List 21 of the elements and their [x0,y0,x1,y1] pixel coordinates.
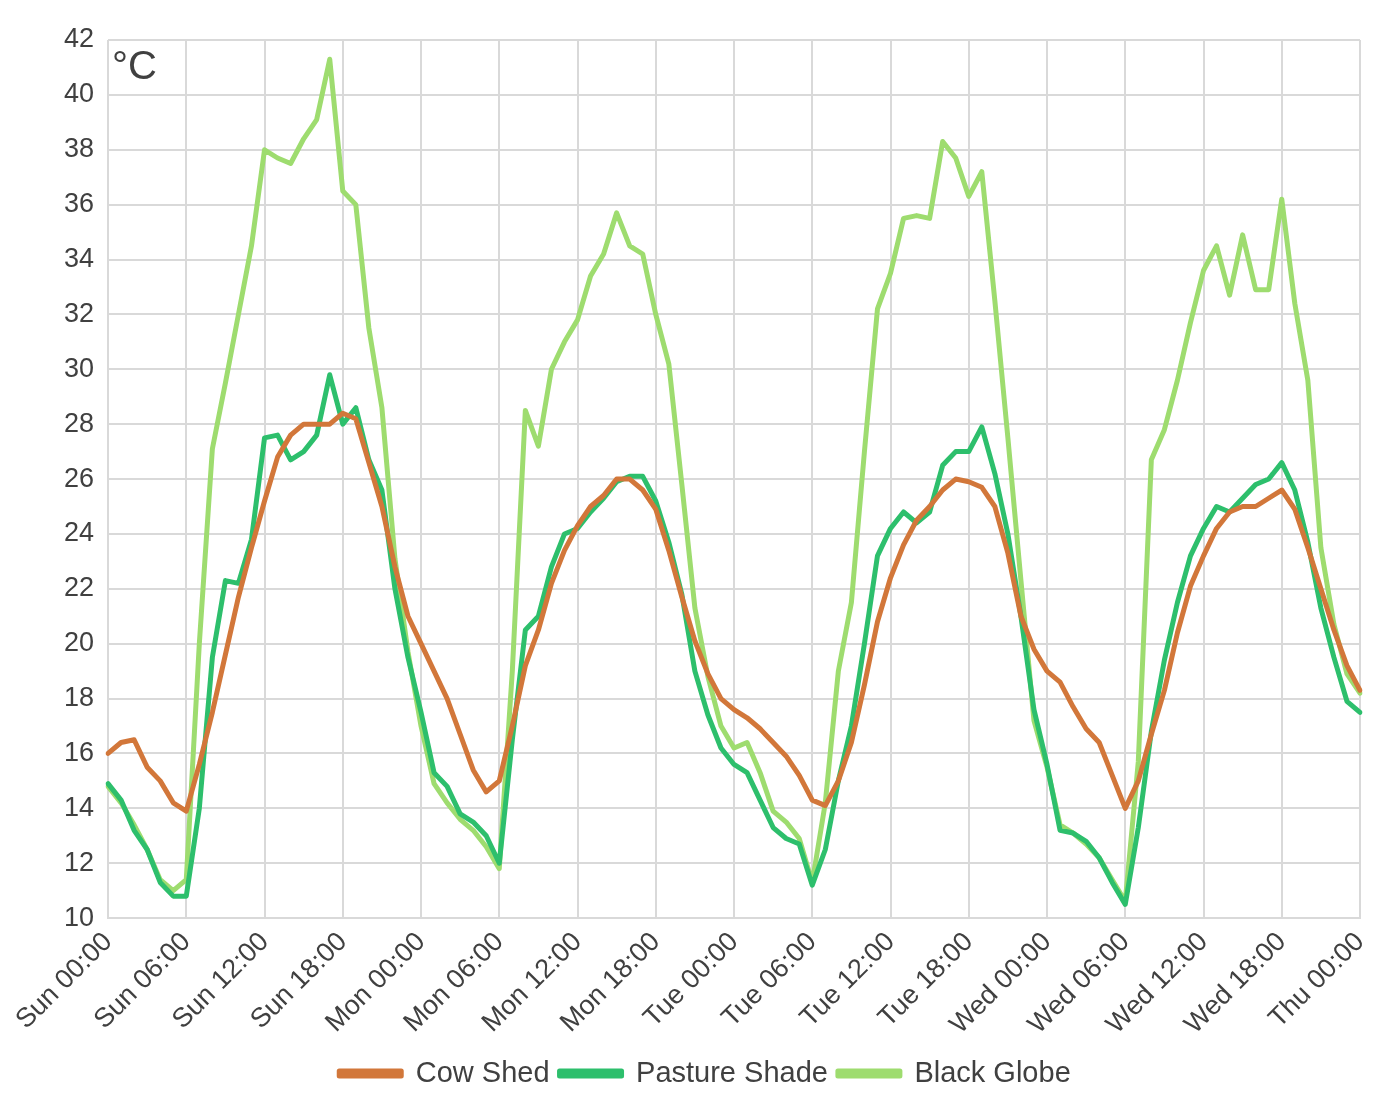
y-tick-label: 20 [63,627,95,658]
y-axis-title: °C [112,43,157,88]
legend-label: Cow Shed [415,1055,550,1088]
y-tick-label: 40 [63,78,95,109]
y-tick-label: 38 [63,133,95,164]
y-tick-label: 30 [63,352,95,383]
y-tick-label: 26 [63,462,95,493]
y-tick-label: 32 [63,297,95,328]
legend-label: Pasture Shade [636,1055,828,1088]
y-tick-label: 14 [63,791,95,822]
y-tick-label: 12 [63,846,95,877]
y-tick-label: 16 [63,736,95,767]
y-tick-label: 36 [63,188,95,219]
y-tick-label: 10 [63,901,95,932]
y-tick-label: 24 [63,517,95,548]
y-tick-label: 34 [63,242,95,273]
y-tick-label: 42 [63,23,95,54]
y-tick-label: 22 [63,572,95,603]
y-tick-label: 18 [63,682,95,713]
legend-label: Black Globe [914,1055,1071,1088]
y-tick-label: 28 [63,407,95,438]
